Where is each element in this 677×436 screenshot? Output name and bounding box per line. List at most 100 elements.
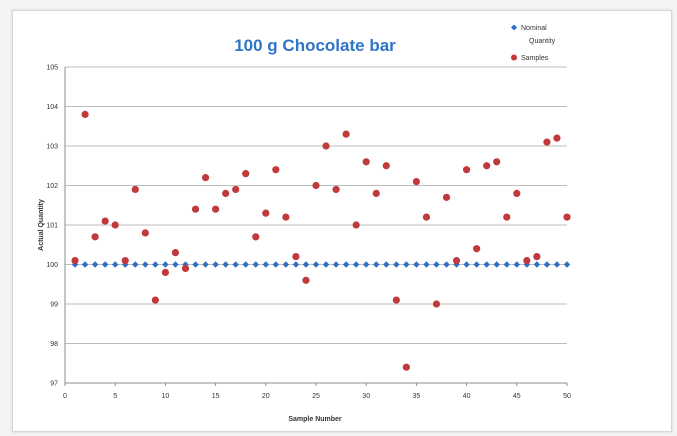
nominal-point [202,261,209,268]
nominal-point [543,261,551,268]
x-tick-label: 25 [312,393,320,400]
sample-point [332,185,340,194]
y-tick-labels: 97 98 99 100 101 102 103 104 105 [46,65,58,388]
x-tick-label: 5 [113,393,117,400]
x-tick-label: 0 [63,393,67,400]
sample-point [161,268,169,276]
x-tick-label: 50 [563,393,571,400]
y-tick-label: 103 [46,144,58,151]
x-tick-label: 35 [413,393,421,400]
y-tick-label: 101 [46,223,58,230]
y-tick-label: 98 [50,341,58,348]
data-points [71,110,571,371]
sample-point [222,189,230,197]
sample-point [342,130,350,138]
legend-marker-samples [511,54,517,61]
nominal-point [473,261,480,268]
sample-point [91,233,99,241]
y-tick-label: 99 [50,302,58,309]
y-tick-label: 104 [46,104,58,111]
nominal-point [91,261,99,268]
nominal-point [383,261,390,268]
x-tick-label: 45 [513,393,521,400]
nominal-point [403,261,410,268]
nominal-point [101,261,109,268]
nominal-point [142,261,149,268]
nominal-point [413,261,420,268]
nominal-point [152,261,159,268]
y-tick-label: 97 [50,381,58,388]
sample-point [141,229,149,237]
x-tick-label: 30 [362,393,370,400]
nominal-point [443,261,450,268]
y-tick-label: 102 [46,183,58,190]
nominal-point [533,261,541,268]
nominal-point [242,261,249,268]
sample-point [543,138,551,146]
legend-label: Nominal [521,25,547,32]
nominal-point [81,261,89,268]
sample-point [523,256,531,265]
sample-point [402,363,410,371]
nominal-point [132,261,139,268]
nominal-point [553,261,561,268]
nominal-point [423,261,430,268]
nominal-point [463,261,470,268]
sample-point [372,189,380,197]
legend-marker-nominal [511,24,517,31]
sample-point [111,221,119,229]
gridlines [65,66,567,384]
nominal-point [252,261,259,268]
nominal-point [222,261,229,268]
nominal-point [373,261,380,268]
series-nominal [71,261,571,268]
sample-point [452,256,461,265]
sample-point [191,205,200,213]
chart-title: 100 g Chocolate bar [234,36,396,55]
x-tick-label: 15 [212,393,220,400]
sample-point [131,185,139,194]
nominal-point [352,261,360,268]
nominal-point [433,261,440,268]
nominal-point [342,261,350,268]
sample-point [212,205,220,213]
x-axis-title: Sample Number [288,416,342,423]
sample-point [171,249,180,257]
nominal-point [292,261,300,268]
legend-label: Samples [521,55,549,62]
nominal-point [332,261,340,268]
nominal-point [232,261,239,268]
sample-point [151,296,159,304]
sample-point [181,264,190,273]
sample-point [362,158,370,166]
nominal-point [192,261,199,268]
sample-point [302,276,310,284]
sample-point [442,193,451,201]
sample-point [352,221,360,229]
nominal-point [112,261,119,268]
sample-point [121,256,129,265]
y-tick-label: 100 [46,262,58,269]
nominal-point [513,261,520,268]
nominal-point [483,261,490,268]
y-tick-label: 105 [46,65,58,72]
nominal-point [172,261,179,268]
sample-point [533,253,541,261]
nominal-point [393,261,400,268]
sample-point [392,296,400,304]
sample-point [312,181,320,190]
sample-point [503,213,511,221]
nominal-point [162,261,169,268]
x-tick-label: 20 [262,393,270,400]
sample-point [201,174,210,182]
legend: Nominal Quantity Samples [511,24,556,62]
sample-point [272,166,280,174]
sample-point [71,256,79,265]
series-samples [71,110,571,371]
chart-panel [12,10,672,432]
sample-point [382,162,390,170]
sample-point [513,189,521,197]
x-tick-labels: 0 5 10 15 20 25 30 35 40 45 50 [63,383,571,400]
